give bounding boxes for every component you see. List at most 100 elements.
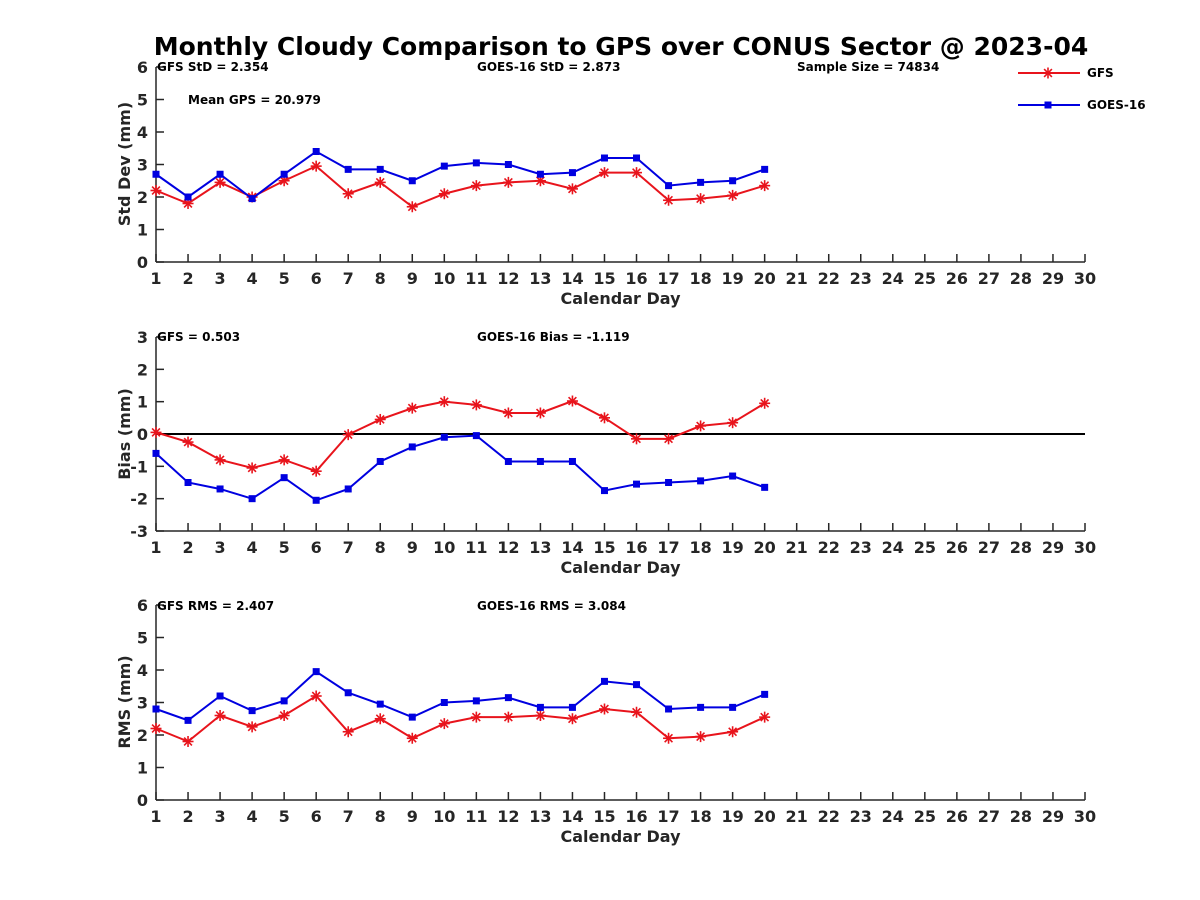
stat-annotation: Sample Size = 74834 [797, 60, 939, 74]
x-tick-label: 6 [311, 269, 322, 288]
data-point-gfs [406, 732, 418, 744]
data-point-goes16 [761, 483, 769, 491]
data-point-gfs [695, 731, 707, 743]
data-point-goes16 [504, 694, 512, 702]
x-tick-label: 20 [754, 269, 776, 288]
legend-marker-gfs [1042, 67, 1054, 79]
data-point-gfs [470, 399, 482, 411]
data-point-goes16 [633, 154, 641, 162]
data-point-goes16 [633, 681, 641, 689]
series-goes16 [152, 668, 769, 724]
data-point-gfs [470, 711, 482, 723]
x-tick-label: 16 [625, 807, 647, 826]
data-point-goes16 [408, 443, 416, 451]
data-point-goes16 [216, 485, 224, 493]
series-gfs [150, 395, 771, 477]
data-point-gfs [663, 433, 675, 445]
data-point-goes16 [216, 692, 224, 700]
x-tick-label: 9 [407, 807, 418, 826]
data-point-gfs [695, 193, 707, 205]
x-tick-label: 30 [1074, 807, 1096, 826]
data-point-gfs [342, 188, 354, 200]
y-axis-label: RMS (mm) [115, 655, 134, 748]
x-tick-label: 3 [214, 269, 225, 288]
data-point-gfs [631, 706, 643, 718]
stat-annotation: Mean GPS = 20.979 [188, 93, 321, 107]
data-point-goes16 [312, 148, 320, 155]
y-tick-label: -3 [130, 522, 148, 541]
data-point-goes16 [697, 178, 705, 186]
x-tick-label: 9 [407, 538, 418, 557]
data-point-gfs [566, 713, 578, 725]
y-tick-label: 5 [137, 629, 148, 648]
data-point-goes16 [536, 457, 544, 465]
data-point-goes16 [248, 495, 256, 503]
x-tick-label: 26 [946, 807, 968, 826]
x-tick-label: 27 [978, 538, 1000, 557]
stat-annotation: GFS RMS = 2.407 [157, 599, 274, 613]
data-point-gfs [502, 711, 514, 723]
x-tick-label: 5 [279, 269, 290, 288]
data-point-gfs [438, 396, 450, 408]
legend-label-gfs: GFS [1087, 66, 1114, 80]
x-tick-label: 7 [343, 269, 354, 288]
x-tick-label: 24 [882, 269, 904, 288]
x-tick-label: 17 [657, 807, 679, 826]
y-tick-label: 0 [137, 253, 148, 272]
data-point-goes16 [280, 697, 288, 705]
data-point-gfs [502, 176, 514, 188]
x-tick-label: 17 [657, 269, 679, 288]
x-tick-label: 29 [1042, 807, 1064, 826]
x-tick-label: 19 [721, 269, 743, 288]
data-point-goes16 [665, 705, 673, 713]
data-point-goes16 [408, 177, 416, 185]
data-point-gfs [150, 723, 162, 734]
y-tick-label: 1 [137, 759, 148, 778]
data-point-gfs [598, 412, 610, 424]
x-tick-label: 16 [625, 269, 647, 288]
data-point-goes16 [184, 716, 192, 724]
data-point-goes16 [216, 170, 224, 178]
x-tick-label: 23 [850, 807, 872, 826]
data-point-gfs [470, 180, 482, 192]
data-point-goes16 [344, 485, 352, 493]
legend-marker-goes16 [1044, 101, 1052, 109]
x-tick-label: 30 [1074, 538, 1096, 557]
y-tick-label: 1 [137, 221, 148, 240]
x-tick-label: 23 [850, 538, 872, 557]
x-tick-label: 28 [1010, 538, 1032, 557]
data-point-gfs [310, 160, 322, 172]
data-point-goes16 [568, 169, 576, 177]
data-point-goes16 [152, 705, 160, 713]
x-tick-label: 19 [721, 807, 743, 826]
y-axis-label: Std Dev (mm) [115, 102, 134, 226]
y-tick-label: 0 [137, 425, 148, 444]
data-point-goes16 [568, 457, 576, 465]
data-point-gfs [631, 167, 643, 179]
series-line-goes16 [155, 150, 765, 200]
x-tick-label: 25 [914, 807, 936, 826]
data-point-goes16 [568, 703, 576, 711]
x-tick-label: 1 [150, 538, 161, 557]
data-point-gfs [214, 454, 226, 466]
x-tick-label: 10 [433, 807, 455, 826]
x-tick-label: 13 [529, 538, 551, 557]
data-point-gfs [310, 690, 322, 702]
x-tick-label: 3 [214, 538, 225, 557]
x-tick-label: 8 [375, 807, 386, 826]
x-tick-label: 12 [497, 269, 519, 288]
data-point-gfs [534, 710, 546, 721]
x-tick-label: 26 [946, 538, 968, 557]
data-point-gfs [150, 426, 162, 438]
x-tick-label: 28 [1010, 269, 1032, 288]
x-tick-label: 7 [343, 538, 354, 557]
x-tick-label: 29 [1042, 538, 1064, 557]
y-tick-label: -1 [130, 457, 148, 476]
x-tick-label: 8 [375, 538, 386, 557]
data-point-goes16 [248, 195, 256, 203]
x-tick-label: 29 [1042, 269, 1064, 288]
legend-entry-gfs: GFS [1018, 66, 1114, 80]
x-axis-label: Calendar Day [561, 289, 682, 308]
